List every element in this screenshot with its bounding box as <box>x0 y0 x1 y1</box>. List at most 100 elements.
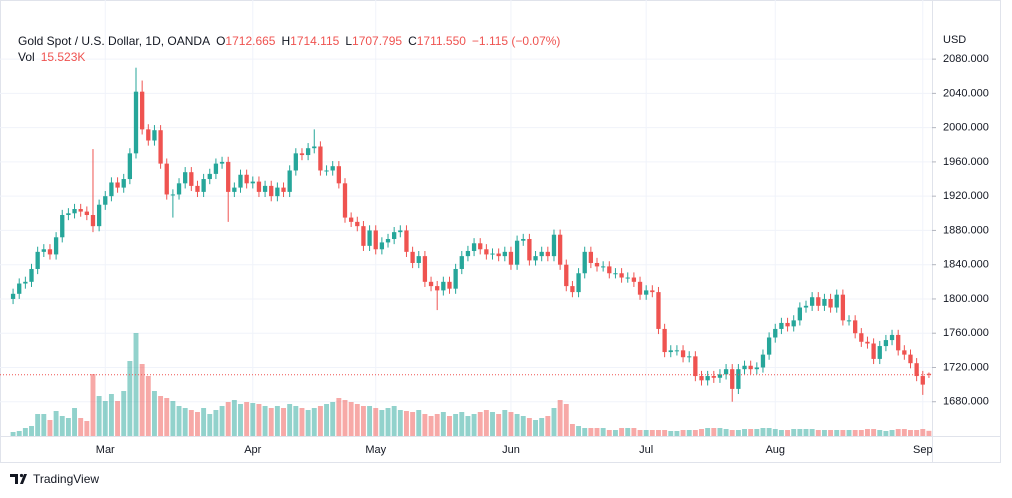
candle-body <box>84 211 89 216</box>
volume-bar <box>791 429 797 436</box>
volume-bar <box>502 410 508 436</box>
y-tick-label: 2040.000 <box>943 87 989 99</box>
y-tick-label: 1720.000 <box>943 361 989 373</box>
volume-bar <box>188 410 194 436</box>
volume-bar <box>735 430 741 436</box>
candle-body <box>576 273 581 293</box>
candle-body <box>441 281 446 291</box>
volume-bar <box>803 429 809 436</box>
volume-bar <box>330 402 336 436</box>
volume-bar <box>766 428 772 436</box>
volume-bar <box>305 410 311 436</box>
volume-bar <box>612 430 618 436</box>
volume-bar <box>508 412 514 436</box>
volume-bar <box>674 431 680 436</box>
candle-body <box>404 230 409 252</box>
logo-icon <box>10 474 27 484</box>
volume-bar <box>416 410 422 436</box>
candle-body <box>90 215 96 227</box>
candle-body <box>96 204 102 227</box>
candle-body <box>312 146 317 149</box>
volume-bar <box>692 430 698 436</box>
candle-body <box>293 153 298 171</box>
candle-body <box>687 356 692 358</box>
y-tick-label: 2080.000 <box>943 53 989 65</box>
volume-bar <box>649 430 655 436</box>
x-tick-label: Jul <box>639 444 653 456</box>
candle-body <box>152 130 157 141</box>
candle-body <box>668 350 673 353</box>
logo <box>10 473 27 484</box>
candle-body <box>361 226 366 246</box>
volume-bar <box>760 428 766 436</box>
x-tick-label: Aug <box>765 444 785 456</box>
candle-body <box>803 305 809 308</box>
volume-bar <box>821 430 827 436</box>
candle-body <box>846 320 852 322</box>
volume-bar <box>311 408 317 436</box>
volume-bar <box>225 402 231 436</box>
volume-bar <box>901 429 907 436</box>
candle-body <box>902 350 907 355</box>
volume-bar <box>379 410 385 436</box>
candle-body <box>355 221 360 227</box>
candle-body <box>305 148 311 156</box>
volume-bar <box>656 430 661 436</box>
volume-bar <box>317 406 323 436</box>
candle-body <box>170 194 176 196</box>
candle-body <box>428 281 434 287</box>
candle-body <box>232 187 237 192</box>
candle-body <box>797 307 802 321</box>
volume-bar <box>778 430 784 436</box>
volume-bar <box>520 416 526 436</box>
candle-body <box>877 346 882 359</box>
candle-body <box>410 251 415 263</box>
candle-body <box>158 130 163 164</box>
candle-body <box>140 91 145 130</box>
candle-body <box>115 182 120 188</box>
candle-body <box>78 209 83 212</box>
candle-body <box>539 251 544 257</box>
candle-body <box>607 266 612 274</box>
y-tick-label: 1920.000 <box>943 190 989 202</box>
candle-body <box>736 369 741 389</box>
volume-bar <box>754 429 760 436</box>
volume-bar <box>176 406 182 436</box>
candle-body <box>53 237 59 255</box>
candle-body <box>478 243 483 250</box>
y-tick-label: 1760.000 <box>943 327 989 339</box>
candle-body <box>47 249 53 255</box>
candle-body <box>287 170 292 192</box>
candle-body <box>262 185 268 192</box>
volume-bar <box>908 430 913 436</box>
candle-body <box>742 365 747 370</box>
candle-body <box>656 292 661 329</box>
volume-bar <box>748 429 754 436</box>
candle-body <box>17 283 22 294</box>
volume-bar <box>53 411 59 436</box>
candle-body <box>748 365 753 370</box>
legend-line: Gold Spot / U.S. Dollar, 1D, OANDA O1712.… <box>18 34 560 48</box>
volume-bar <box>250 403 256 436</box>
candle-body <box>72 209 77 214</box>
y-tick-label: 1880.000 <box>943 224 989 236</box>
volume-bar <box>219 406 225 436</box>
candle-body <box>213 163 219 174</box>
candle-body <box>226 161 231 192</box>
volume-bar <box>145 376 151 436</box>
volume-bar <box>563 404 569 436</box>
volume-bar <box>281 408 286 436</box>
legend-value: 1711.550 <box>417 34 466 48</box>
volume-bar <box>102 401 108 436</box>
volume-bar <box>772 429 778 436</box>
volume-bar <box>41 414 47 436</box>
candle-body <box>385 238 391 243</box>
volume-bar <box>35 414 41 436</box>
logo-dot <box>19 473 24 478</box>
volume-bar <box>465 416 471 436</box>
volume-bar <box>115 401 121 436</box>
legend-symbol: Gold Spot / U.S. Dollar, 1D, OANDA <box>18 34 210 48</box>
volume-bar <box>10 432 16 436</box>
volume-bar <box>576 426 582 436</box>
